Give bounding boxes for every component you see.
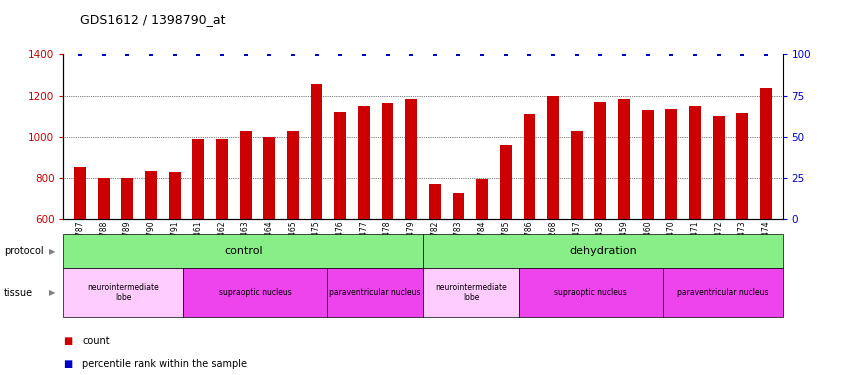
- Bar: [334, 112, 346, 219]
- Text: control: control: [224, 246, 262, 256]
- Bar: [122, 178, 133, 219]
- Bar: [405, 99, 417, 219]
- Text: supraoptic nucleus: supraoptic nucleus: [554, 288, 627, 297]
- Bar: [239, 131, 251, 219]
- Bar: [713, 116, 724, 219]
- Bar: [524, 114, 536, 219]
- Bar: [571, 131, 583, 219]
- Text: tissue: tissue: [4, 288, 33, 297]
- Text: supraoptic nucleus: supraoptic nucleus: [219, 288, 292, 297]
- Bar: [310, 84, 322, 219]
- Text: ■: ■: [63, 336, 73, 346]
- Bar: [642, 110, 654, 219]
- Text: neurointermediate
lobe: neurointermediate lobe: [435, 283, 507, 302]
- Text: protocol: protocol: [4, 246, 44, 256]
- Bar: [192, 139, 204, 219]
- Bar: [618, 99, 630, 219]
- Bar: [98, 178, 110, 219]
- Bar: [736, 113, 748, 219]
- Bar: [666, 109, 678, 219]
- Text: paraventricular nucleus: paraventricular nucleus: [677, 288, 768, 297]
- Bar: [263, 137, 275, 219]
- Bar: [358, 106, 370, 219]
- Text: dehydration: dehydration: [569, 246, 637, 256]
- Bar: [74, 167, 86, 219]
- Bar: [168, 172, 180, 219]
- Bar: [595, 102, 607, 219]
- Bar: [429, 184, 441, 219]
- Bar: [500, 145, 512, 219]
- Bar: [760, 88, 772, 219]
- Text: ▶: ▶: [49, 288, 56, 297]
- Text: GDS1612 / 1398790_at: GDS1612 / 1398790_at: [80, 13, 226, 26]
- Bar: [476, 179, 488, 219]
- Text: count: count: [82, 336, 110, 346]
- Bar: [145, 171, 157, 219]
- Text: percentile rank within the sample: percentile rank within the sample: [82, 359, 247, 369]
- Bar: [216, 139, 228, 219]
- Text: neurointermediate
lobe: neurointermediate lobe: [87, 283, 159, 302]
- Bar: [382, 103, 393, 219]
- Text: ▶: ▶: [49, 247, 56, 256]
- Text: ■: ■: [63, 359, 73, 369]
- Text: paraventricular nucleus: paraventricular nucleus: [329, 288, 420, 297]
- Bar: [453, 193, 464, 219]
- Bar: [689, 106, 701, 219]
- Bar: [547, 96, 559, 219]
- Bar: [287, 131, 299, 219]
